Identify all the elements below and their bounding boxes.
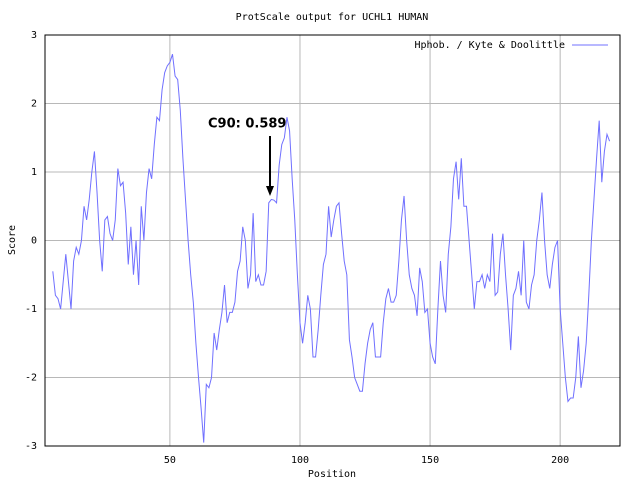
legend-label: Hphob. / Kyte & Doolittle xyxy=(414,40,565,51)
y-tick-label: 1 xyxy=(31,167,37,178)
arrow-head xyxy=(266,186,274,196)
x-tick-label: 200 xyxy=(551,455,569,466)
chart-title: ProtScale output for UCHL1 HUMAN xyxy=(236,12,429,23)
annotation: C90: 0.589 xyxy=(208,117,286,132)
x-axis-label: Position xyxy=(308,469,356,480)
plot-frame xyxy=(44,34,621,447)
x-tick-label: 150 xyxy=(421,455,439,466)
y-tick-label: -2 xyxy=(25,373,37,384)
y-tick-label: -3 xyxy=(25,441,37,452)
plot xyxy=(52,54,611,443)
x-tick-label: 50 xyxy=(164,455,176,466)
y-tick-label: 3 xyxy=(31,30,37,41)
data-line xyxy=(52,54,611,443)
x-tick-label: 100 xyxy=(291,455,309,466)
y-tick-label: -1 xyxy=(25,304,37,315)
y-tick-label: 2 xyxy=(31,99,37,110)
y-tick-label: 0 xyxy=(31,236,37,247)
y-axis-label: Score xyxy=(7,225,18,255)
